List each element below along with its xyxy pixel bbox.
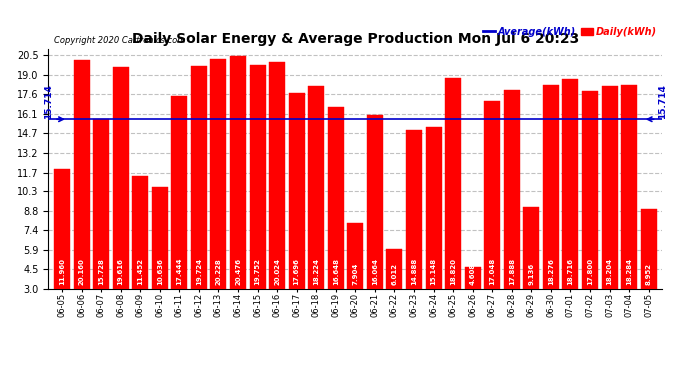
Text: 18.276: 18.276 bbox=[548, 258, 554, 285]
Text: 20.160: 20.160 bbox=[79, 258, 85, 285]
Bar bbox=[210, 59, 226, 289]
Bar bbox=[230, 56, 246, 289]
Bar bbox=[54, 169, 70, 289]
Text: 17.888: 17.888 bbox=[509, 258, 515, 285]
Text: 17.800: 17.800 bbox=[587, 258, 593, 285]
Legend: Average(kWh), Daily(kWh): Average(kWh), Daily(kWh) bbox=[482, 26, 658, 38]
Text: 18.284: 18.284 bbox=[626, 258, 632, 285]
Text: 15.148: 15.148 bbox=[431, 258, 437, 285]
Text: 17.444: 17.444 bbox=[177, 258, 182, 285]
Text: 18.204: 18.204 bbox=[607, 258, 613, 285]
Text: 7.904: 7.904 bbox=[353, 263, 358, 285]
Bar bbox=[504, 90, 520, 289]
Text: 20.024: 20.024 bbox=[274, 258, 280, 285]
Bar bbox=[543, 85, 559, 289]
Text: 19.616: 19.616 bbox=[118, 258, 124, 285]
Text: 16.648: 16.648 bbox=[333, 258, 339, 285]
Text: 10.636: 10.636 bbox=[157, 258, 163, 285]
Text: 17.048: 17.048 bbox=[489, 258, 495, 285]
Bar bbox=[269, 62, 285, 289]
Bar bbox=[328, 107, 344, 289]
Bar bbox=[171, 96, 188, 289]
Bar bbox=[523, 207, 540, 289]
Text: Copyright 2020 Cartronics.com: Copyright 2020 Cartronics.com bbox=[55, 36, 186, 45]
Bar bbox=[367, 115, 383, 289]
Bar bbox=[484, 102, 500, 289]
Bar bbox=[641, 209, 657, 289]
Bar bbox=[562, 79, 578, 289]
Bar bbox=[426, 127, 442, 289]
Bar bbox=[308, 86, 324, 289]
Text: 20.476: 20.476 bbox=[235, 258, 241, 285]
Bar bbox=[112, 67, 128, 289]
Text: 11.452: 11.452 bbox=[137, 258, 144, 285]
Text: 16.064: 16.064 bbox=[372, 258, 378, 285]
Text: 20.228: 20.228 bbox=[215, 259, 221, 285]
Text: 8.952: 8.952 bbox=[646, 263, 652, 285]
Bar bbox=[347, 224, 364, 289]
Text: 19.752: 19.752 bbox=[255, 258, 261, 285]
Bar bbox=[464, 267, 481, 289]
Bar bbox=[602, 86, 618, 289]
Text: 9.136: 9.136 bbox=[529, 263, 534, 285]
Text: 18.820: 18.820 bbox=[450, 258, 456, 285]
Bar bbox=[191, 66, 207, 289]
Bar bbox=[406, 130, 422, 289]
Bar bbox=[74, 60, 90, 289]
Bar bbox=[621, 85, 637, 289]
Text: 15.714: 15.714 bbox=[658, 84, 667, 119]
Text: 19.724: 19.724 bbox=[196, 258, 202, 285]
Text: 18.224: 18.224 bbox=[313, 258, 319, 285]
Text: 6.012: 6.012 bbox=[391, 263, 397, 285]
Text: 14.888: 14.888 bbox=[411, 258, 417, 285]
Bar bbox=[582, 92, 598, 289]
Text: 4.608: 4.608 bbox=[470, 263, 475, 285]
Bar bbox=[250, 65, 266, 289]
Text: 15.728: 15.728 bbox=[98, 258, 104, 285]
Title: Daily Solar Energy & Average Production Mon Jul 6 20:23: Daily Solar Energy & Average Production … bbox=[132, 32, 579, 46]
Bar bbox=[386, 249, 402, 289]
Text: 17.696: 17.696 bbox=[294, 258, 299, 285]
Bar bbox=[445, 78, 461, 289]
Bar bbox=[152, 187, 168, 289]
Text: 15.714: 15.714 bbox=[43, 84, 53, 119]
Text: 18.716: 18.716 bbox=[567, 258, 573, 285]
Bar bbox=[93, 119, 109, 289]
Bar bbox=[288, 93, 305, 289]
Bar bbox=[132, 176, 148, 289]
Text: 11.960: 11.960 bbox=[59, 258, 65, 285]
